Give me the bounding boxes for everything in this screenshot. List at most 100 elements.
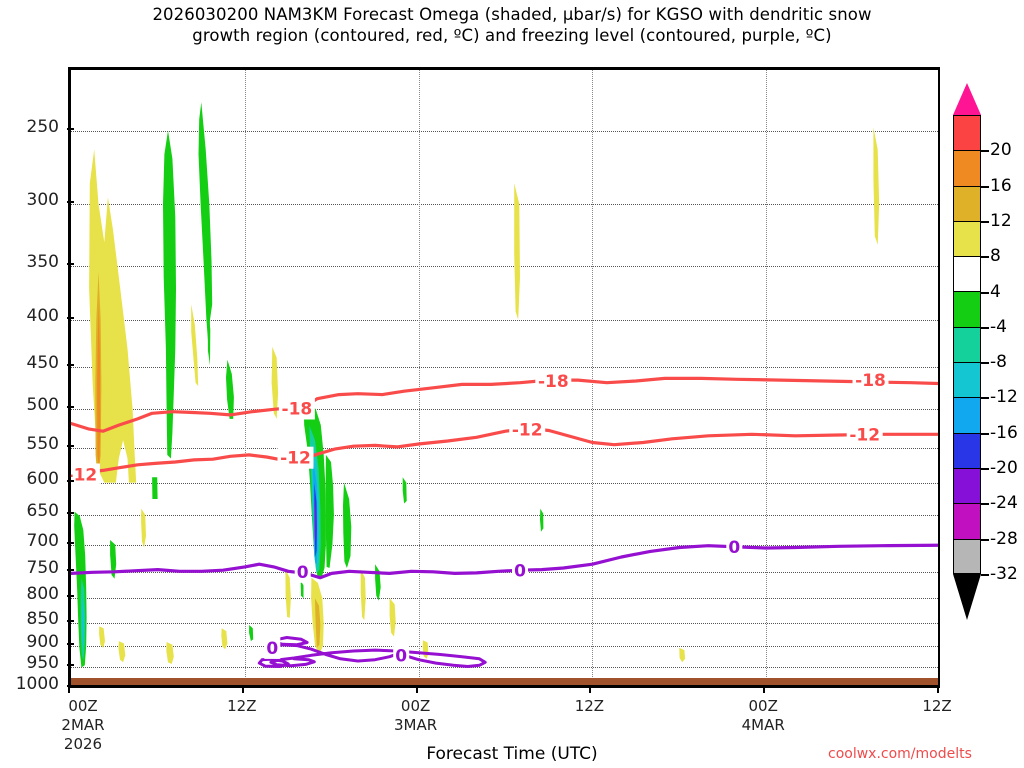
colorbar-band [953,467,981,504]
y-axis-tick [67,363,74,366]
x-axis-tick [68,686,70,693]
terrain-fill [71,677,938,685]
omega-shaded-region [198,102,213,349]
y-axis-label: 350 [26,251,59,272]
gridline-horizontal [71,667,938,669]
y-axis-label: 400 [26,305,59,326]
contour-label-neg18: -18 [538,372,569,392]
omega-shaded-region [402,477,407,504]
colorbar-label: -28 [990,528,1018,549]
x-axis-label: 12Z [227,697,257,715]
omega-shaded-field [74,102,880,668]
contour-label-bg [71,463,100,486]
colorbar-label: -20 [990,458,1018,478]
contour-label-bg [509,418,546,441]
omega-shaded-region [166,642,174,664]
gridline-horizontal [71,572,938,574]
colorbar-label: -16 [990,422,1018,443]
contour-label-bg [294,560,311,583]
y-axis-tick [67,127,74,130]
colorbar-band [953,397,981,433]
omega-shaded-region [540,508,544,532]
colorbar-tick [981,256,989,259]
omega-shaded-region [82,598,85,648]
colorbar-label: -4 [990,316,1007,337]
colorbar-label: 16 [990,175,1012,196]
contour-label-zero: 0 [395,646,407,666]
colorbar-extend-top-triangle [953,83,981,115]
gridline-horizontal [71,482,938,484]
y-axis-tick [67,619,74,622]
colorbar-tick [981,291,989,294]
x-axis-tick [763,686,766,693]
omega-shaded-region [343,482,352,568]
colorbar-tick [981,468,989,470]
x-axis-label: 00Z 2MAR 2026 [61,697,105,753]
y-axis-label: 600 [26,468,59,489]
gridline-horizontal [71,265,938,267]
y-axis-label: 800 [26,584,59,605]
y-axis-tick [67,444,74,447]
y-axis-label: 550 [26,433,59,454]
gridline-horizontal [71,203,938,205]
colorbar-tick [981,538,989,541]
title-line-2: growth region (contoured, red, ºC) and f… [192,26,832,45]
omega-shaded-region [221,628,228,650]
x-axis-label: 12Z [574,697,605,715]
colorbar-label: 8 [990,246,1001,267]
y-axis-label: 850 [26,608,59,629]
omega-shaded-region [514,183,520,320]
y-axis-label: 700 [26,530,59,551]
gridline-vertical [244,70,246,685]
colorbar-band [953,115,981,151]
omega-shaded-region [679,647,686,663]
contour-label-zero: 0 [728,538,740,558]
x-axis-label: 00Z 3MAR [394,697,438,734]
y-axis-label: 500 [26,395,59,416]
x-axis-label: 12Z [922,697,952,715]
colorbar-label: -8 [990,352,1007,373]
gridline-horizontal [71,514,938,516]
colorbar-label: 4 [990,281,1001,302]
contour-label-bg [726,535,743,558]
gridline-horizontal [71,447,938,449]
credit-watermark: coolwx.com/modelts [828,746,972,762]
gridline-vertical [592,70,594,685]
gridline-horizontal [71,130,938,132]
omega-shaded-region [110,540,117,579]
y-axis-label: 750 [26,558,59,579]
title-line-1: 2026030200 NAM3KM Forecast Omega (shaded… [152,5,872,24]
y-axis-tick [67,595,74,598]
contour-label-bg [852,369,889,392]
y-axis-tick [67,200,74,203]
x-axis-tick [415,686,418,693]
colorbar-label: -12 [990,387,1018,408]
y-axis-label: 900 [26,631,59,652]
y-axis-tick [67,569,74,572]
y-axis-tick [67,541,74,544]
gridline-horizontal [71,622,938,624]
contour-label-neg18: -18 [282,400,313,420]
omega-shaded-region [314,499,317,545]
colorbar-label: 12 [990,210,1012,231]
omega-shaded-region [118,641,126,663]
x-axis-tick [937,686,939,693]
y-axis-tick [67,685,74,687]
gridline-horizontal [71,409,938,411]
gridline-horizontal [71,366,938,368]
colorbar-band [953,326,981,363]
omega-shaded-region [271,346,279,419]
colorbar-tick [981,573,989,576]
contour-overlay: -18 -18 -18 -12 -12 -12 -12 0 0 0 0 0 [71,369,938,668]
gridline-horizontal [71,544,938,546]
y-axis-label: 950 [26,653,59,674]
colorbar-label: -24 [990,493,1018,514]
page-title: 2026030200 NAM3KM Forecast Omega (shaded… [0,4,1024,46]
omega-shaded-region [163,130,176,459]
y-axis-tick [67,642,74,645]
contour-label-zero: 0 [266,639,278,659]
omega-shaded-region [249,625,254,642]
y-axis-tick [67,664,74,667]
y-axis-tick [67,479,74,482]
contour-label-neg18: -18 [855,371,886,391]
